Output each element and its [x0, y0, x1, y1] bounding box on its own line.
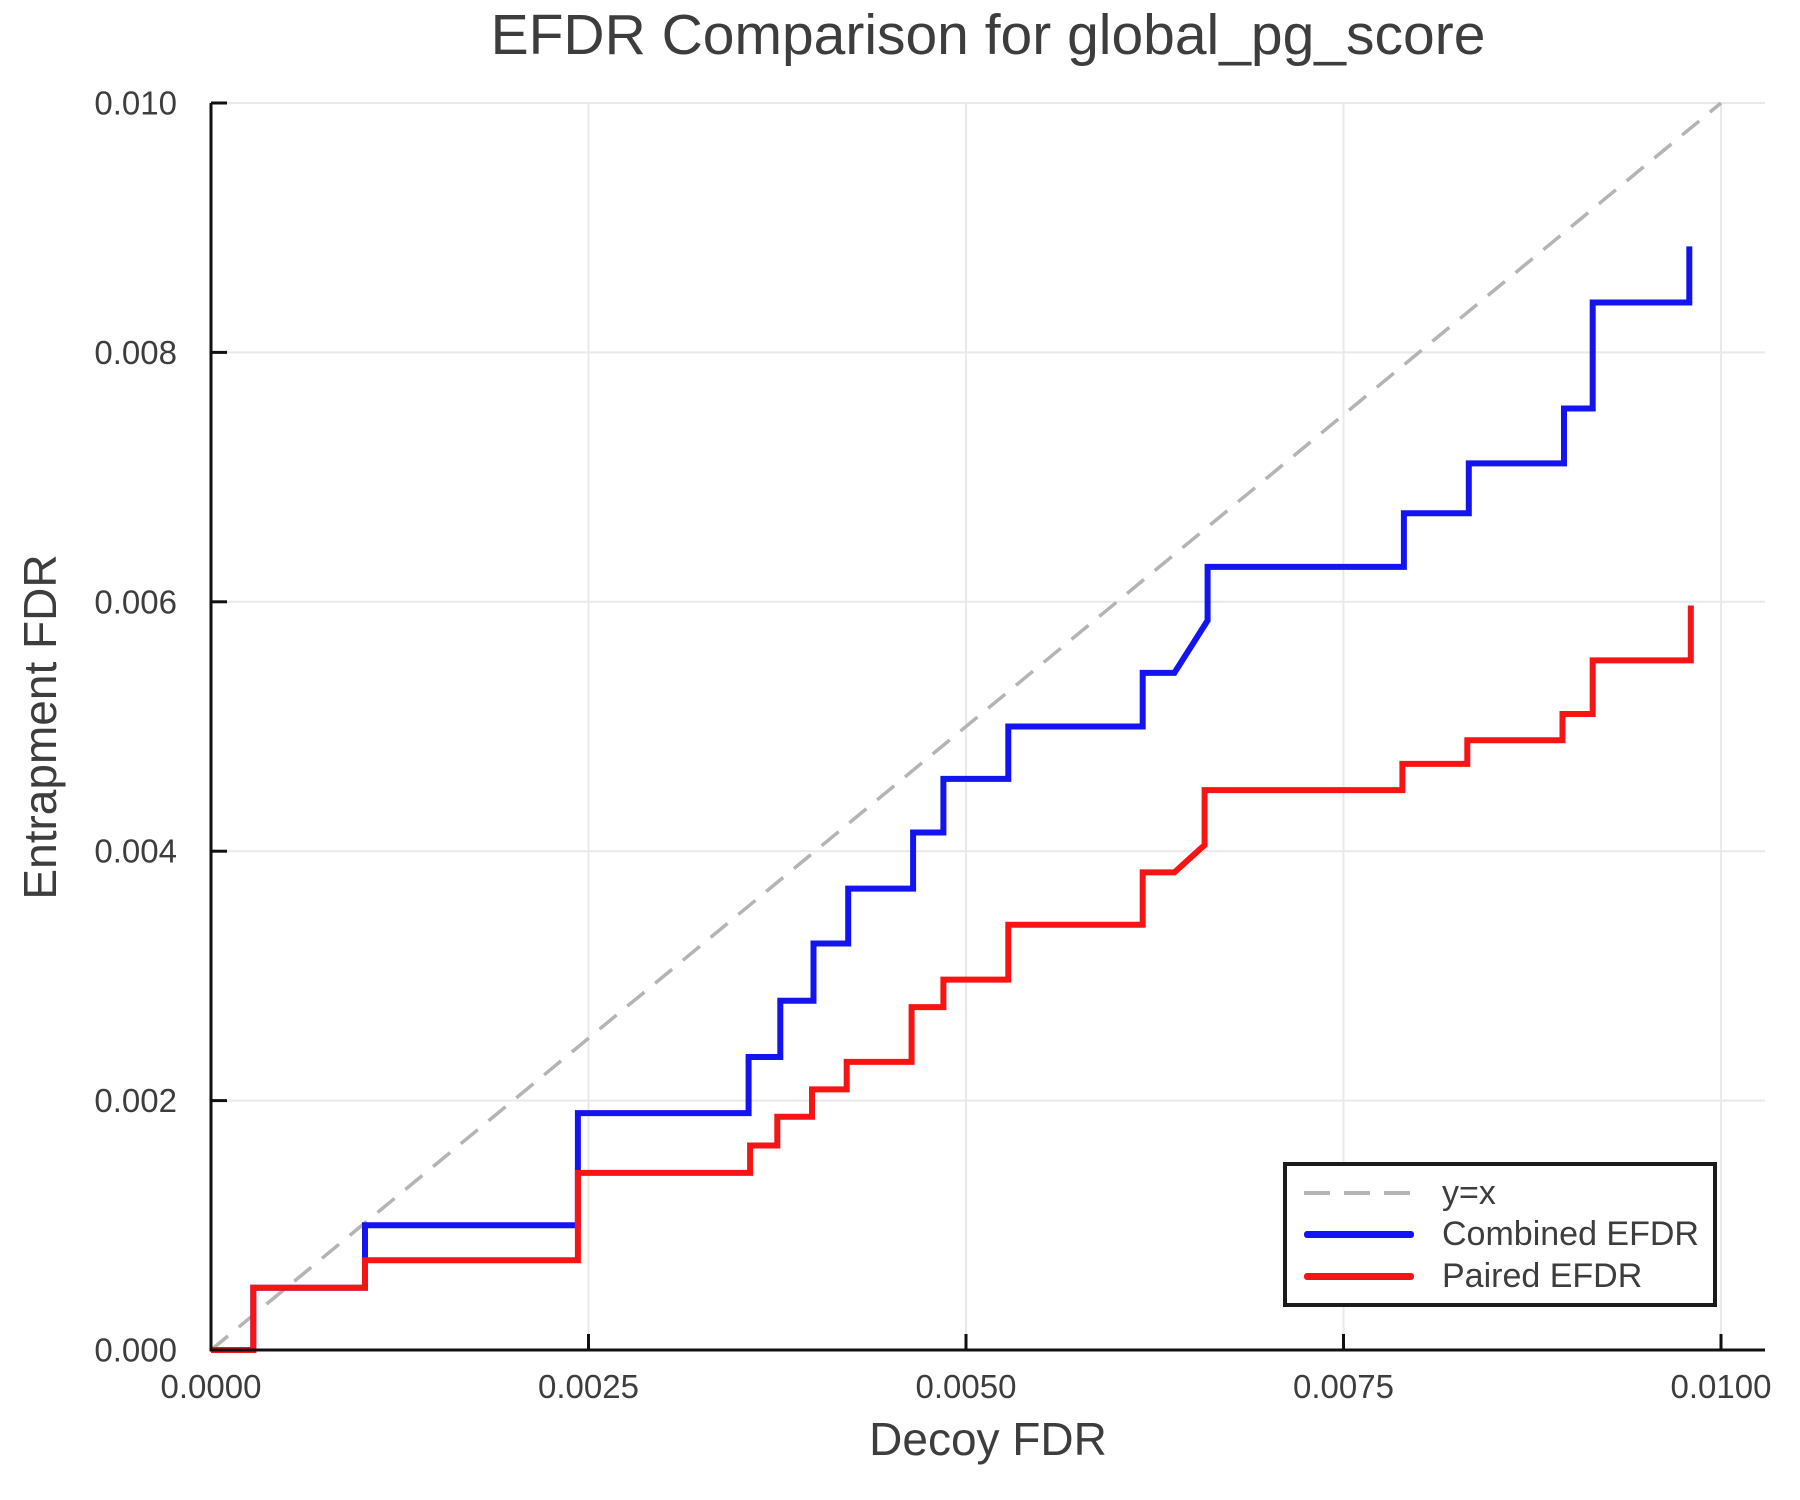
x-tick-label: 0.0000: [161, 1368, 262, 1405]
combined-efdr-line: [211, 246, 1693, 1353]
legend-label-combined: Combined EFDR: [1442, 1215, 1699, 1254]
y-tick-label: 0.002: [94, 1082, 177, 1119]
legend: y=x Combined EFDR Paired EFDR: [1283, 1162, 1717, 1307]
paired-efdr-swatch: [1304, 1272, 1414, 1280]
x-tick-label: 0.0025: [538, 1368, 639, 1405]
paired-efdr-line: [211, 605, 1694, 1353]
x-tick-label: 0.0075: [1293, 1368, 1394, 1405]
y-tick-label: 0.000: [94, 1332, 177, 1369]
x-tick-label: 0.0050: [916, 1368, 1017, 1405]
legend-entry-combined: Combined EFDR: [1287, 1215, 1713, 1253]
y-axis-label: Entrapment FDR: [14, 554, 66, 900]
identity-line-swatch: [1304, 1190, 1414, 1195]
legend-entry-paired: Paired EFDR: [1287, 1257, 1713, 1295]
y-tick-label: 0.008: [94, 334, 177, 371]
y-tick-label: 0.010: [94, 85, 177, 122]
x-tick-label: 0.0100: [1671, 1368, 1772, 1405]
combined-efdr-swatch: [1304, 1230, 1414, 1238]
identity-line: [209, 101, 1723, 1352]
legend-label-identity: y=x: [1442, 1173, 1496, 1212]
x-axis-label: Decoy FDR: [869, 1413, 1107, 1465]
legend-label-paired: Paired EFDR: [1442, 1257, 1643, 1296]
chart-title: EFDR Comparison for global_pg_score: [490, 3, 1486, 67]
y-tick-label: 0.004: [94, 833, 177, 870]
legend-entry-identity: y=x: [1287, 1174, 1713, 1212]
y-tick-label: 0.006: [94, 583, 177, 620]
